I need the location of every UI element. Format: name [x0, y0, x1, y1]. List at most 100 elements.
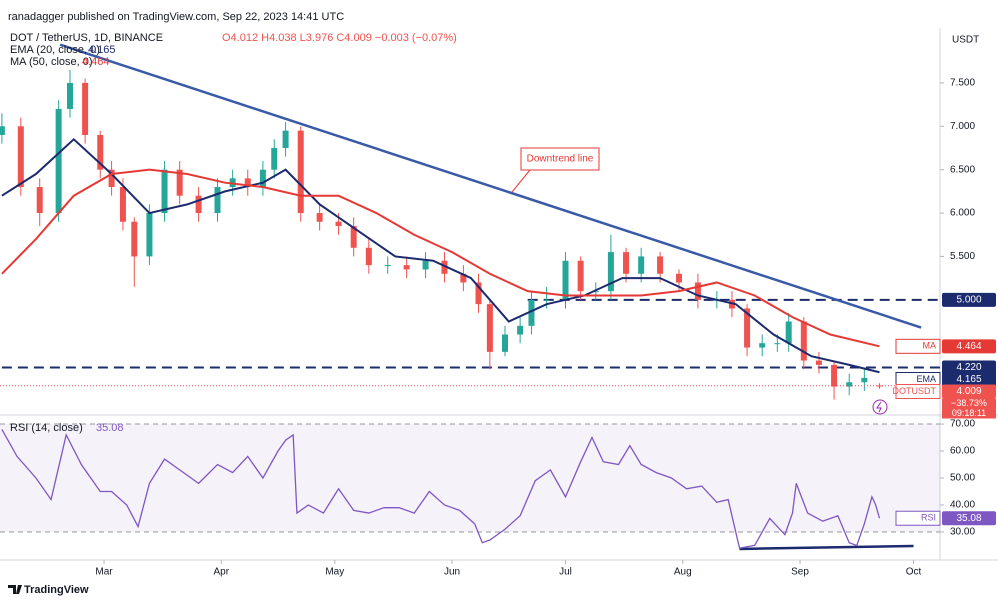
candle-body: [592, 291, 599, 293]
series-line: [1, 168, 880, 348]
candle-body: [282, 130, 289, 148]
brand: TradingView: [8, 584, 89, 596]
price-badge-label: 4.220: [956, 362, 981, 373]
y-tick-label: 6.500: [950, 164, 975, 175]
candle-body: [403, 265, 410, 270]
candle-body: [831, 364, 838, 387]
ohlc: O4.012 H4.038 L3.976 C4.009 −0.003 (−0.0…: [222, 32, 457, 44]
price-badge: [942, 292, 996, 307]
callout-label: Downtrend line: [527, 154, 594, 165]
candle-body: [271, 147, 278, 170]
candle-body: [846, 382, 853, 387]
candle-body: [528, 299, 535, 326]
ma-legend-value: 4.464: [82, 56, 110, 68]
price-badge-label: 4.464: [956, 341, 981, 352]
candle-body: [108, 169, 115, 188]
candle-body: [17, 126, 24, 188]
currency: USDT: [952, 35, 979, 46]
axes: 5.500 6.000 6.500 7.000 7.500 Mar Apr May Jun Jul…: [95, 78, 996, 578]
candle-body: [577, 260, 584, 292]
candle-body: [638, 256, 645, 274]
candle-body: [475, 282, 482, 305]
y-tick-label: 60.00: [950, 446, 975, 457]
badge-tag-label: DOTUSDT: [893, 386, 937, 396]
x-tick-label: Jun: [444, 567, 460, 578]
candle-body: [36, 187, 43, 214]
candle-body: [486, 304, 493, 352]
price-badge: [942, 511, 996, 526]
price-badge: [942, 339, 996, 354]
candle-body: [501, 334, 508, 352]
candle-body: [800, 321, 807, 361]
candle-body: [131, 221, 138, 257]
rsi-legend: RSI (14, close): [10, 422, 83, 434]
candle-body: [146, 213, 153, 257]
candle-body: [543, 299, 550, 301]
x-tick-label: Jul: [559, 567, 572, 578]
candle-body: [517, 325, 524, 335]
badge-tag-label: EMA: [916, 374, 936, 384]
x-tick-label: Sep: [791, 567, 809, 578]
badge-tag-label: RSI: [921, 513, 936, 523]
candle-body: [815, 360, 822, 365]
candle-body: [657, 256, 664, 274]
x-tick-label: May: [325, 567, 344, 578]
y-tick-label: 70.00: [950, 419, 975, 430]
trendline: [59, 43, 922, 329]
x-tick-label: Aug: [674, 567, 692, 578]
x-tick-label: Mar: [95, 567, 113, 578]
candle-body: [562, 260, 569, 300]
candle-body: [244, 178, 251, 188]
plot: [0, 43, 940, 551]
candle-body: [335, 221, 342, 227]
candle-body: [759, 343, 766, 348]
candle-body: [214, 187, 221, 214]
candle-body: [316, 213, 323, 222]
price-badge-label: 4.165: [956, 374, 981, 385]
callout-box: [520, 147, 600, 171]
callout-arrow: [511, 169, 531, 193]
badge-tag-label: MA: [923, 341, 937, 351]
countdown: 09:18:11: [952, 408, 986, 418]
y-tick-label: 7.500: [950, 78, 975, 89]
candle-body: [623, 252, 630, 274]
candle-body: [861, 377, 868, 383]
trendline: [739, 544, 914, 551]
candle-body: [774, 343, 781, 345]
rsi-band: [0, 424, 940, 532]
candle-body: [0, 126, 5, 135]
brand-name: TradingView: [24, 584, 89, 596]
price-change: −38.73%: [951, 398, 987, 408]
event-icon: [872, 399, 888, 415]
price-badge: [942, 384, 996, 399]
candle-body: [55, 108, 62, 214]
y-tick-label: 7.000: [950, 121, 975, 132]
y-tick-label: 40.00: [950, 500, 975, 511]
candle-body: [384, 265, 391, 267]
candle-body: [82, 82, 89, 135]
series-line: [1, 429, 881, 549]
candle-body: [744, 308, 751, 348]
x-tick-label: Apr: [214, 567, 230, 578]
y-tick-label: 50.00: [950, 473, 975, 484]
candle-body: [97, 134, 104, 170]
ema-legend-value: 4.165: [88, 44, 116, 56]
price-badge: [942, 360, 996, 375]
candle-body: [195, 195, 202, 214]
candle-body: [675, 273, 682, 283]
candle-body: [350, 226, 357, 248]
badge-tag: [895, 338, 941, 354]
candle-body: [460, 273, 467, 283]
series-line: [1, 137, 880, 374]
candle-body: [785, 321, 792, 344]
candle-body: [176, 169, 183, 196]
candle-body: [365, 247, 372, 266]
candle-body: [161, 169, 168, 214]
y-tick-label: 6.000: [950, 208, 975, 219]
publisher: ranadagger published on TradingView.com,…: [8, 11, 344, 23]
candle-body: [259, 169, 266, 188]
badge-tag: [895, 510, 941, 526]
rsi-legend-value: 35.08: [96, 422, 124, 434]
